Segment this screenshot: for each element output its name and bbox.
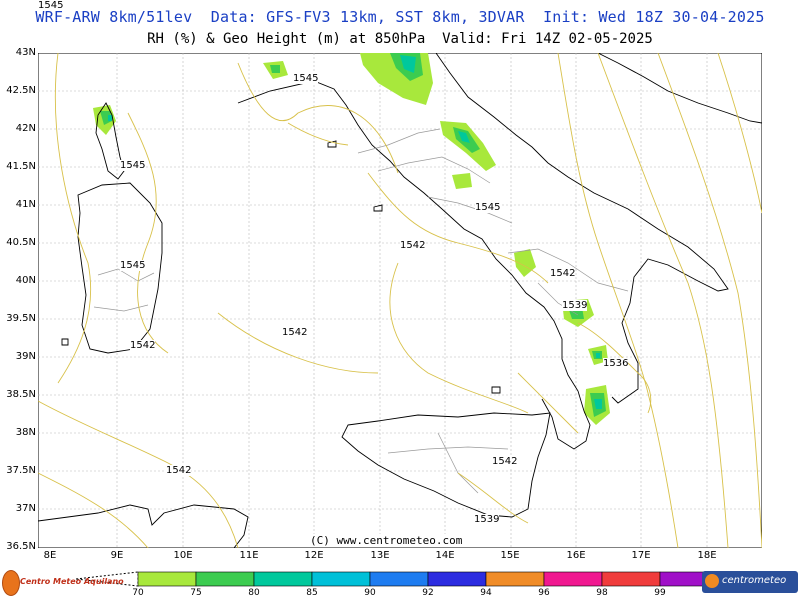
colorbar-swatch <box>543 571 603 587</box>
contour-value-label: 1542 <box>166 465 192 476</box>
contour-value-label: 1542 <box>492 456 518 467</box>
colorbar-tick-label: 99 <box>654 588 666 598</box>
colorbar-swatch <box>253 571 313 587</box>
contour-value-label: 1542 <box>550 268 576 279</box>
lat-label: 38.5N <box>6 389 36 400</box>
lon-label: 12E <box>304 550 324 561</box>
admin-borders <box>93 128 629 494</box>
chart-subtitle: RH (%) & Geo Height (m) at 850hPa Valid:… <box>147 31 653 47</box>
logo-sun-icon <box>705 574 719 588</box>
lon-label: 16E <box>566 550 586 561</box>
lon-label: 15E <box>500 550 520 561</box>
centrometeo-logo: centrometeo <box>702 571 798 593</box>
lat-label: 41.5N <box>6 161 36 172</box>
colorbar-tick-label: 80 <box>248 588 260 598</box>
logo-globe-icon <box>2 570 20 596</box>
colorbar-swatch <box>195 571 255 587</box>
contour-value-label: 1542 <box>282 327 308 338</box>
lon-label: 14E <box>435 550 455 561</box>
contour-value-label: 1545 <box>120 160 146 171</box>
chart-title: WRF-ARW 8km/51lev Data: GFS-FV3 13km, SS… <box>35 8 765 26</box>
colorbar-tick-label: 98 <box>596 588 608 598</box>
colorbar-swatch <box>601 571 661 587</box>
centro-meteo-aquilano-logo: Centro Meteo Aquilano <box>2 568 132 596</box>
lat-label: 40.5N <box>6 237 36 248</box>
contour-value-label: 1545 <box>120 260 146 271</box>
lat-label: 41N <box>15 199 36 210</box>
lat-label: 39.5N <box>6 313 36 324</box>
colorbar-tick-label: 90 <box>364 588 376 598</box>
lat-label: 38N <box>15 427 36 438</box>
contour-value-label: 1536 <box>603 358 629 369</box>
contour-value-label: 1545 <box>38 0 64 11</box>
lon-label: 13E <box>370 550 390 561</box>
colorbar-swatch <box>137 571 197 587</box>
contour-value-label: 1545 <box>475 202 501 213</box>
lat-label: 37N <box>15 503 36 514</box>
lat-label: 42.5N <box>6 85 36 96</box>
logo-text: Centro Meteo Aquilano <box>20 577 124 586</box>
copyright-credit: (C) www.centrometeo.com <box>308 534 465 547</box>
colorbar-swatch <box>369 571 429 587</box>
lon-label: 8E <box>43 550 57 561</box>
lat-label: 39N <box>15 351 36 362</box>
contour-value-label: 1539 <box>474 514 500 525</box>
lon-label: 18E <box>697 550 717 561</box>
lat-label: 40N <box>15 275 36 286</box>
contour-value-label: 1539 <box>562 300 588 311</box>
contour-value-label: 1542 <box>130 340 156 351</box>
lon-label: 11E <box>239 550 259 561</box>
colorbar-tick-label: 85 <box>306 588 318 598</box>
colorbar-tick-label: 96 <box>538 588 550 598</box>
lat-label: 37.5N <box>6 465 36 476</box>
height-contours <box>38 53 762 548</box>
colorbar-tick-label: 94 <box>480 588 492 598</box>
logo-text: centrometeo <box>722 575 787 586</box>
colorbar-tick-label: 70 <box>132 588 144 598</box>
colorbar-tick-label: 75 <box>190 588 202 598</box>
lat-label: 36.5N <box>6 541 36 552</box>
colorbar-tick-label: 92 <box>422 588 434 598</box>
colorbar-swatch <box>485 571 545 587</box>
lon-label: 10E <box>173 550 193 561</box>
colorbar-swatch <box>427 571 487 587</box>
colorbar-swatch <box>311 571 371 587</box>
lat-label: 43N <box>15 47 36 58</box>
contour-value-label: 1542 <box>400 240 426 251</box>
lon-label: 17E <box>631 550 651 561</box>
map-panel <box>38 53 762 548</box>
contour-value-label: 1545 <box>293 73 319 84</box>
lon-label: 9E <box>110 550 124 561</box>
colorbar <box>76 571 706 587</box>
lat-label: 42N <box>15 123 36 134</box>
colorbar-swatch <box>659 571 706 587</box>
